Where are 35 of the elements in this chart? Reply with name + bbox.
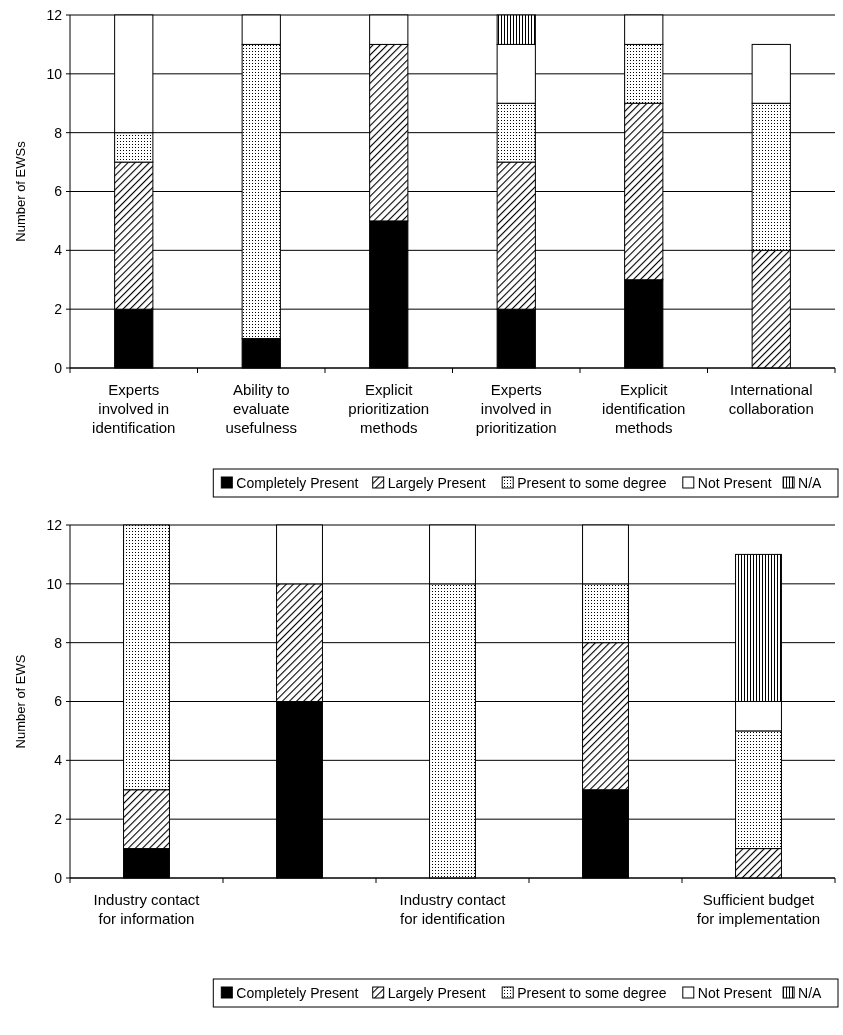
y-tick-label: 6 <box>54 183 63 200</box>
y-tick-label: 10 <box>46 575 63 592</box>
legend-label: Present to some degree <box>517 984 667 1001</box>
y-axis-title: Number of EWSs <box>13 140 28 242</box>
y-tick-label: 4 <box>54 242 63 259</box>
x-tick-label: International collaboration <box>728 381 814 417</box>
y-tick-label: 0 <box>54 359 63 376</box>
y-tick-label: 8 <box>54 124 63 141</box>
legend-label: Not Present <box>697 984 772 1001</box>
y-tick-label: 0 <box>54 869 63 886</box>
legend-label: Largely Present <box>387 984 486 1001</box>
legend-label: N/A <box>798 984 823 1001</box>
y-tick-label: 8 <box>54 634 63 651</box>
x-tick-label: Experts involved in identification <box>92 381 176 436</box>
x-tick-label: Ability to evaluate usefulness <box>225 381 298 436</box>
x-tick-label: Sufficient budget for implementation <box>696 891 821 927</box>
legend-label: Completely Present <box>236 474 359 491</box>
legend-label: Not Present <box>697 474 772 491</box>
y-tick-label: 10 <box>46 65 63 82</box>
legend-label: Present to some degree <box>517 474 667 491</box>
y-tick-label: 6 <box>54 693 63 710</box>
x-tick-label: Explicit identification methods <box>602 381 686 436</box>
x-tick-label: Industry contact for identification <box>399 891 507 927</box>
y-tick-label: 12 <box>46 516 63 533</box>
y-tick-label: 2 <box>54 811 63 828</box>
y-tick-label: 2 <box>54 301 63 318</box>
legend-label: Completely Present <box>236 984 359 1001</box>
y-tick-label: 12 <box>46 6 63 23</box>
x-tick-label: Explicit prioritization methods <box>348 381 430 436</box>
y-axis-title: Number of EWS <box>13 654 28 749</box>
y-tick-label: 4 <box>54 752 63 769</box>
x-tick-label: Experts involved in prioritization <box>475 381 557 436</box>
legend-label: Largely Present <box>387 474 486 491</box>
legend-label: N/A <box>798 474 823 491</box>
x-tick-label: Industry contact for information <box>93 891 201 927</box>
